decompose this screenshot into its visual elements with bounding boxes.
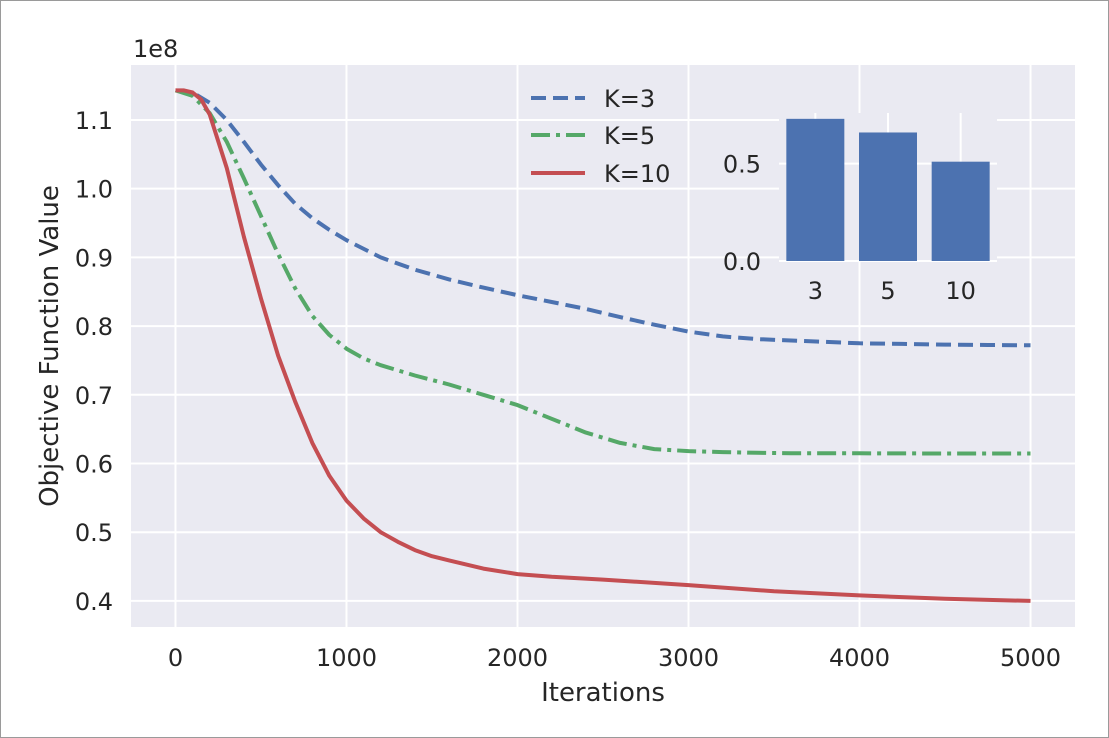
x-axis-label: Iterations	[541, 678, 665, 708]
x-tick-label: 0	[168, 644, 183, 672]
y-tick-label: 1.0	[75, 176, 113, 204]
y-tick-label: 0.7	[75, 382, 113, 410]
y-tick-label: 0.8	[75, 313, 113, 341]
y-multiplier-label: 1e8	[133, 35, 178, 63]
y-tick-label: 1.1	[75, 107, 113, 135]
legend-label: K=10	[604, 160, 670, 188]
inset-y-tick-label: 0.5	[723, 151, 761, 179]
inset-x-tick-label: 10	[945, 277, 976, 305]
series-line-k-3	[175, 88, 1031, 348]
y-tick-label: 0.6	[75, 450, 113, 478]
inset-axes: 3 5 10 0.0 0.5	[723, 113, 997, 305]
series-line-k-5	[174, 88, 1031, 456]
x-tick-label: 3000	[658, 644, 719, 672]
x-tick-label: 5000	[1000, 644, 1061, 672]
legend-label: K=3	[604, 85, 655, 113]
x-tick-label: 2000	[487, 644, 548, 672]
x-tick-label: 4000	[829, 644, 890, 672]
inset-bar	[931, 161, 990, 261]
legend: K=3 K=5 K=10	[531, 85, 670, 188]
y-axis-label: Objective Function Value	[35, 185, 65, 507]
y-tick-label: 0.4	[75, 588, 113, 616]
x-tick-label: 1000	[316, 644, 377, 672]
series-line-k-10	[175, 88, 1031, 603]
y-tick-label: 0.5	[75, 519, 113, 547]
legend-label: K=5	[604, 122, 655, 150]
inset-x-tick-label: 5	[880, 277, 895, 305]
y-tick-label: 0.9	[75, 244, 113, 272]
inset-bar	[786, 118, 845, 261]
inset-y-tick-label: 0.0	[723, 248, 761, 276]
inset-x-tick-label: 3	[808, 277, 823, 305]
inset-bar	[859, 132, 917, 261]
